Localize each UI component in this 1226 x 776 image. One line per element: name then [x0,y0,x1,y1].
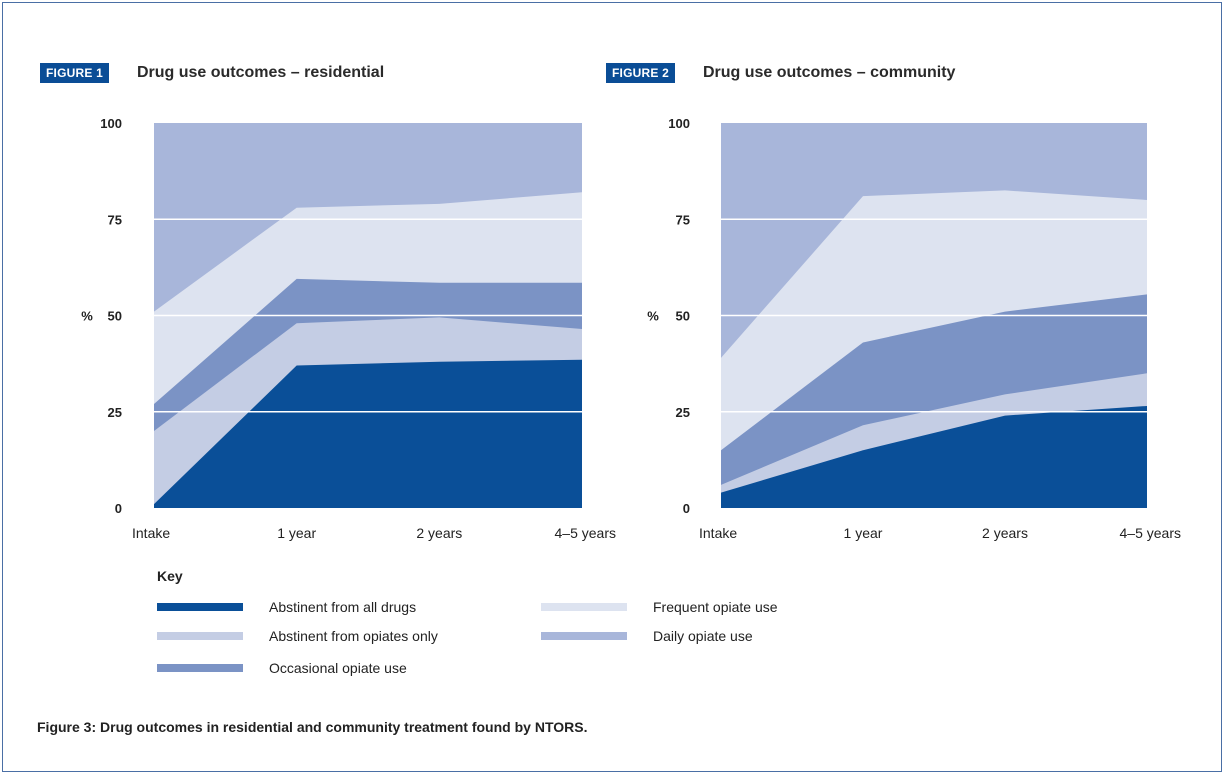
key-item-abstinent-opiates: Abstinent from opiates only [157,628,438,644]
chart-1: 0 25 50 75 100% Intake 1 year 2 years 4–5 years [81,116,616,541]
area-abstinent-from-all-drugs [721,405,1147,508]
key-swatch [157,603,243,611]
figure-1-header: FIGURE 1 Drug use outcomes – residential [40,63,384,83]
key-title: Key [157,568,183,584]
key-label: Abstinent from all drugs [269,599,417,615]
y-axis-label: % [647,309,659,324]
x-tick-label: Intake [132,525,170,541]
chart-2: 0 25 50 75 100% Intake 1 year 2 years 4–5 years [647,116,1181,541]
figure-caption: Figure 3: Drug outcomes in residential a… [37,719,588,735]
figure-2-header: FIGURE 2 Drug use outcomes – community [606,63,955,83]
key-label: Abstinent from opiates only [269,628,438,644]
y-tick-label: 0 [683,501,690,516]
key-swatch [157,664,243,672]
key-label: Daily opiate use [653,628,753,644]
key-swatch [541,632,627,640]
y-tick-label: 75 [108,212,122,227]
x-tick-label: 4–5 years [1120,525,1181,541]
key-label: Occasional opiate use [269,660,407,676]
key-item-occasional: Occasional opiate use [157,660,407,676]
x-tick-label: 2 years [982,525,1028,541]
x-tick-label: 1 year [844,525,883,541]
x-tick-label: 1 year [277,525,316,541]
key-swatch [541,603,627,611]
x-tick-label: 2 years [416,525,462,541]
y-tick-label: 75 [676,212,690,227]
y-tick-label: 50 [108,309,122,324]
figure-1-title: Drug use outcomes – residential [136,64,385,81]
y-tick-label: 100 [668,116,690,131]
y-tick-label: 100 [100,116,122,131]
y-tick-label: 25 [108,405,122,420]
x-tick-label: Intake [699,525,737,541]
key-item-frequent: Frequent opiate use [541,599,778,615]
y-tick-label: 25 [676,405,690,420]
y-axis-label: % [81,309,93,324]
figure-1-badge: FIGURE 1 [40,63,109,83]
key-swatch [157,632,243,640]
figure-2-badge: FIGURE 2 [606,63,675,83]
key-item-abstinent-all: Abstinent from all drugs [157,599,416,615]
area-abstinent-from-all-drugs [154,359,582,508]
figure-2-title: Drug use outcomes – community [702,64,956,81]
y-tick-label: 50 [676,309,690,324]
y-tick-label: 0 [115,501,122,516]
x-tick-label: 4–5 years [555,525,616,541]
key-label: Frequent opiate use [653,599,778,615]
key-item-daily: Daily opiate use [541,628,753,644]
